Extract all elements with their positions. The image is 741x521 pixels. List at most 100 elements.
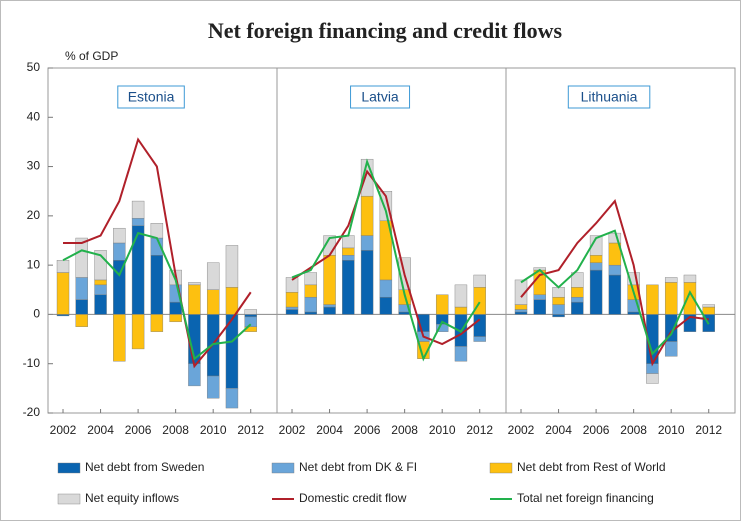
bar-segment <box>360 195 374 236</box>
legend-label: Net debt from Sweden <box>85 460 204 474</box>
bar-segment <box>379 279 393 298</box>
bar-segment <box>552 314 565 318</box>
bar-segment <box>514 279 528 305</box>
plot-frame <box>47 67 736 414</box>
line <box>520 229 710 356</box>
bar-segment <box>702 306 715 315</box>
y-tick-label: 20 <box>27 208 41 222</box>
bar-segment <box>664 341 678 357</box>
bar-segment <box>323 304 336 308</box>
y-tick-label: 50 <box>27 60 41 74</box>
y-tick-label: -20 <box>23 405 41 419</box>
x-tick-label: 2008 <box>162 423 189 437</box>
legend-label: Net debt from DK & FI <box>299 460 417 474</box>
bar-segment <box>571 272 584 288</box>
panel-label-box <box>350 85 411 109</box>
bar-segment <box>94 284 107 295</box>
chart-title: Net foreign financing and credit flows <box>208 18 563 43</box>
legend-label: Net equity inflows <box>85 491 179 505</box>
bar-segment <box>150 223 164 239</box>
bar-segment <box>304 296 317 313</box>
x-tick-label: 2002 <box>279 423 306 437</box>
y-axis-label: % of GDP <box>65 49 118 63</box>
bar-segment <box>473 336 486 342</box>
bar-segment <box>514 304 528 310</box>
x-tick-label: 2006 <box>125 423 152 437</box>
x-tick-label: 2012 <box>695 423 722 437</box>
bar-segment <box>646 373 659 384</box>
legend-label: Total net foreign financing <box>517 491 654 505</box>
bar-segment <box>56 260 70 273</box>
legend-label: Domestic credit flow <box>299 491 407 505</box>
bar-segment <box>75 237 88 278</box>
bar-segment <box>225 287 239 315</box>
bar-segment <box>113 314 126 362</box>
bar-segment <box>454 346 468 362</box>
x-tick-label: 2002 <box>50 423 77 437</box>
line <box>291 158 481 362</box>
bar-segment <box>435 324 449 332</box>
bar-segment <box>571 287 584 298</box>
bar-segment <box>285 309 299 315</box>
bar-segment <box>188 282 201 286</box>
bar-segment <box>56 272 70 315</box>
bar-segment <box>56 314 70 317</box>
bar-segment <box>285 292 299 308</box>
bar-segment <box>454 306 468 315</box>
panel-label-box <box>567 85 651 109</box>
bar-segment <box>323 306 336 315</box>
bar-segment <box>94 294 107 315</box>
panel-name: Latvia <box>361 89 399 105</box>
bar-segment <box>571 301 584 315</box>
bar-segment <box>664 277 678 283</box>
bar-segment <box>206 289 220 315</box>
bar-segment <box>206 375 220 399</box>
bar-segment <box>225 388 239 409</box>
x-tick-label: 2004 <box>545 423 572 437</box>
bar-segment <box>131 314 145 350</box>
line <box>291 169 481 346</box>
x-tick-label: 2006 <box>354 423 381 437</box>
bar-segment <box>131 218 145 226</box>
bar-segment <box>454 284 468 308</box>
bar-segment <box>150 255 164 315</box>
bar-segment <box>131 225 145 315</box>
x-tick-label: 2004 <box>316 423 343 437</box>
bar-segment <box>323 255 336 305</box>
legend-label: Net debt from Rest of World <box>517 460 666 474</box>
bar-segment <box>94 279 107 286</box>
line <box>63 137 252 369</box>
line <box>520 199 709 367</box>
bar-segment <box>552 304 565 315</box>
x-tick-label: 2012 <box>466 423 493 437</box>
bar-segment <box>702 304 715 308</box>
bar-segment <box>342 260 355 315</box>
bar-segment <box>552 296 565 305</box>
x-tick-label: 2012 <box>237 423 264 437</box>
bar-segment <box>75 314 88 327</box>
bar-segment <box>627 311 640 315</box>
line <box>62 231 252 361</box>
bar-segment <box>379 296 393 315</box>
bar-segment <box>75 299 88 315</box>
bar-segment <box>533 299 546 315</box>
y-tick-label: 30 <box>27 159 41 173</box>
x-tick-label: 2008 <box>391 423 418 437</box>
bar-segment <box>589 235 603 256</box>
bar-segment <box>75 277 88 300</box>
bar-segment <box>342 247 355 256</box>
bar-segment <box>304 272 317 286</box>
bar-segment <box>514 309 528 313</box>
legend-swatch <box>271 462 295 474</box>
bar-segment <box>514 311 528 315</box>
bar-segment <box>131 200 145 219</box>
x-tick-label: 2010 <box>658 423 685 437</box>
bar-segment <box>113 242 126 261</box>
bar-segment <box>169 301 182 315</box>
bar-segment <box>589 269 603 315</box>
bar-segment <box>435 294 449 315</box>
bar-segment <box>646 284 659 315</box>
bar-segment <box>589 255 603 263</box>
legend-swatch <box>57 462 81 474</box>
bar-segment <box>244 309 257 315</box>
